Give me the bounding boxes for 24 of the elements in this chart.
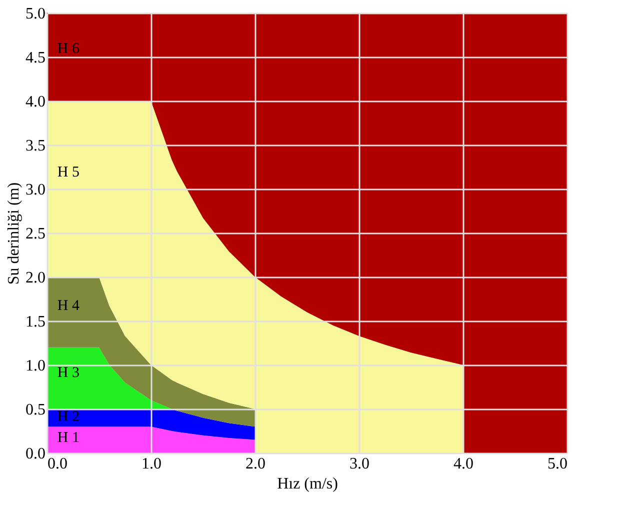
- x-tick-label: 0.0: [48, 456, 68, 472]
- y-tick-label: 4.5: [26, 50, 46, 66]
- x-tick-label: 2.0: [246, 456, 266, 472]
- y-tick-label: 5.0: [26, 6, 46, 22]
- x-tick-label: 5.0: [548, 456, 568, 472]
- y-axis-title: Su derinliği (m): [6, 182, 22, 285]
- series-label: H 1: [57, 430, 80, 446]
- y-tick-label: 2.0: [26, 270, 46, 286]
- x-tick-label: 3.0: [350, 456, 370, 472]
- y-tick-label: 1.5: [26, 314, 46, 330]
- y-tick-label: 2.5: [26, 226, 46, 242]
- series-label: H 5: [57, 164, 80, 180]
- x-axis-title: Hız (m/s): [277, 476, 338, 492]
- series-label: H 2: [57, 409, 80, 426]
- x-tick-label: 1.0: [142, 456, 162, 472]
- y-tick-label: 0.5: [26, 402, 46, 418]
- series-label: H 6: [57, 41, 80, 58]
- x-tick-label: 4.0: [454, 456, 474, 472]
- y-tick-label: 1.0: [26, 358, 46, 374]
- y-tick-label: 3.5: [26, 138, 46, 154]
- y-tick-label: 4.0: [26, 94, 46, 110]
- series-label: H 4: [57, 298, 80, 314]
- y-tick-label: 3.0: [26, 182, 46, 198]
- series-label: H 3: [57, 365, 80, 382]
